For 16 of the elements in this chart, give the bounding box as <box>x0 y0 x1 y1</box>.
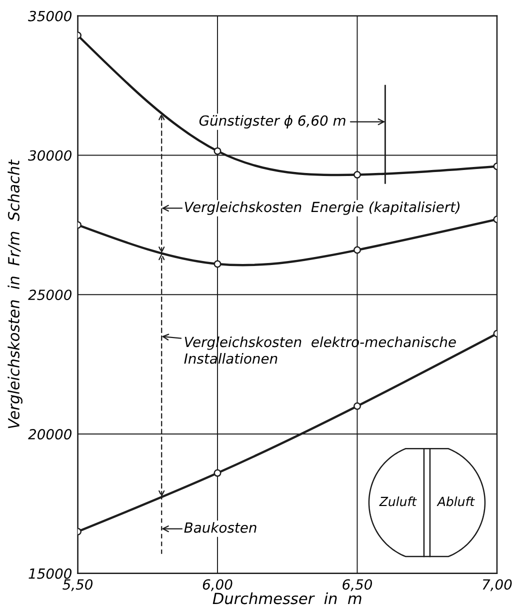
annotation: Baukosten <box>184 522 256 533</box>
x-tick-label: 5,50 <box>62 579 93 592</box>
y-axis-title: Vergleichskosten in Fr/m Schacht <box>8 159 22 428</box>
annotation: Zuluft <box>379 496 417 506</box>
annotation: Abluft <box>436 496 475 506</box>
y-tick-label: 20000 <box>28 428 72 440</box>
y-tick-label: 35000 <box>28 10 72 22</box>
y-tick-label: 25000 <box>28 290 72 300</box>
x-tick-label: 6,50 <box>342 579 372 592</box>
y-tick-label: 15000 <box>28 568 72 579</box>
x-tick-label: 6,00 <box>202 579 232 592</box>
x-axis-title: Durchmesser in m <box>212 592 362 604</box>
y-tick-label: 30000 <box>28 150 72 161</box>
ref-line-label: Günstigster ϕ 6,60 m <box>199 115 346 129</box>
annotation: Vergleichskosten Energie (kapitalisiert) <box>184 201 460 215</box>
x-tick-label: 7,00 <box>482 579 512 592</box>
